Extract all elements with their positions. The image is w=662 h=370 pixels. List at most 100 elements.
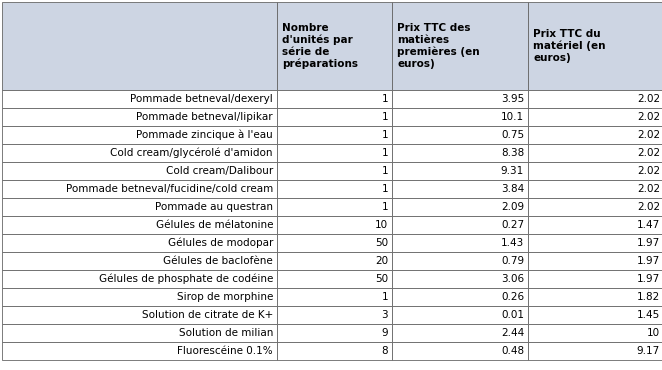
Text: 10: 10: [647, 328, 660, 338]
Text: 1.82: 1.82: [637, 292, 660, 302]
Text: Cold cream/Dalibour: Cold cream/Dalibour: [166, 166, 273, 176]
Bar: [2, 252, 277, 270]
Text: 1.97: 1.97: [637, 256, 660, 266]
Bar: [2, 306, 277, 324]
Text: Fluorescéine 0.1%: Fluorescéine 0.1%: [177, 346, 273, 356]
Bar: [528, 144, 662, 162]
Bar: [277, 252, 392, 270]
Bar: [277, 270, 392, 288]
Text: 1.97: 1.97: [637, 238, 660, 248]
Text: 1.45: 1.45: [637, 310, 660, 320]
Text: 2.44: 2.44: [500, 328, 524, 338]
Bar: [2, 198, 277, 216]
Text: Sirop de morphine: Sirop de morphine: [177, 292, 273, 302]
Bar: [277, 234, 392, 252]
Text: 3.84: 3.84: [500, 184, 524, 194]
Bar: [528, 162, 662, 180]
Text: Gélules de phosphate de codéine: Gélules de phosphate de codéine: [99, 274, 273, 284]
Text: 9.31: 9.31: [500, 166, 524, 176]
Text: 0.48: 0.48: [501, 346, 524, 356]
Bar: [392, 342, 528, 360]
Text: 3.06: 3.06: [501, 274, 524, 284]
Bar: [277, 180, 392, 198]
Text: Pommade betneval/fucidine/cold cream: Pommade betneval/fucidine/cold cream: [66, 184, 273, 194]
Bar: [2, 162, 277, 180]
Text: 1.43: 1.43: [500, 238, 524, 248]
Bar: [2, 216, 277, 234]
Text: 1: 1: [381, 184, 388, 194]
Text: 1: 1: [381, 166, 388, 176]
Text: 2.02: 2.02: [637, 202, 660, 212]
Text: 1: 1: [381, 112, 388, 122]
Text: 2.02: 2.02: [637, 130, 660, 140]
Bar: [392, 162, 528, 180]
Text: 2.02: 2.02: [637, 148, 660, 158]
Text: 2.02: 2.02: [637, 184, 660, 194]
Bar: [277, 324, 392, 342]
Bar: [392, 306, 528, 324]
Bar: [277, 288, 392, 306]
Text: 9: 9: [381, 328, 388, 338]
Text: 3.95: 3.95: [500, 94, 524, 104]
Bar: [392, 90, 528, 108]
Text: 50: 50: [375, 274, 388, 284]
Text: Pommade zincique à l'eau: Pommade zincique à l'eau: [136, 130, 273, 140]
Bar: [528, 270, 662, 288]
Bar: [2, 2, 277, 90]
Bar: [2, 288, 277, 306]
Bar: [392, 288, 528, 306]
Bar: [528, 198, 662, 216]
Bar: [2, 180, 277, 198]
Bar: [2, 108, 277, 126]
Text: 10.1: 10.1: [501, 112, 524, 122]
Bar: [528, 252, 662, 270]
Text: Cold cream/glycérolé d'amidon: Cold cream/glycérolé d'amidon: [111, 148, 273, 158]
Bar: [528, 216, 662, 234]
Bar: [277, 126, 392, 144]
Text: 2.02: 2.02: [637, 166, 660, 176]
Bar: [277, 198, 392, 216]
Text: 2.02: 2.02: [637, 112, 660, 122]
Text: 20: 20: [375, 256, 388, 266]
Text: Gélules de modopar: Gélules de modopar: [167, 238, 273, 248]
Text: 0.27: 0.27: [501, 220, 524, 230]
Bar: [2, 234, 277, 252]
Text: 1: 1: [381, 130, 388, 140]
Text: Gélules de baclofène: Gélules de baclofène: [164, 256, 273, 266]
Bar: [528, 126, 662, 144]
Bar: [392, 180, 528, 198]
Bar: [392, 198, 528, 216]
Text: 1: 1: [381, 202, 388, 212]
Bar: [277, 306, 392, 324]
Bar: [392, 216, 528, 234]
Text: Prix TTC du
matériel (en
euros): Prix TTC du matériel (en euros): [533, 29, 606, 63]
Bar: [2, 342, 277, 360]
Bar: [528, 108, 662, 126]
Text: 1: 1: [381, 292, 388, 302]
Text: Pommade au questran: Pommade au questran: [155, 202, 273, 212]
Text: 9.17: 9.17: [637, 346, 660, 356]
Bar: [392, 252, 528, 270]
Bar: [528, 324, 662, 342]
Text: 1: 1: [381, 94, 388, 104]
Text: 3: 3: [381, 310, 388, 320]
Text: Gélules de mélatonine: Gélules de mélatonine: [156, 220, 273, 230]
Bar: [277, 2, 392, 90]
Bar: [528, 234, 662, 252]
Bar: [277, 144, 392, 162]
Bar: [528, 180, 662, 198]
Bar: [392, 234, 528, 252]
Bar: [277, 216, 392, 234]
Text: 1.97: 1.97: [637, 274, 660, 284]
Bar: [2, 270, 277, 288]
Bar: [392, 126, 528, 144]
Text: 1.47: 1.47: [637, 220, 660, 230]
Bar: [528, 2, 662, 90]
Text: 1: 1: [381, 148, 388, 158]
Text: Nombre
d'unités par
série de
préparations: Nombre d'unités par série de préparation…: [282, 23, 358, 69]
Text: Pommade betneval/lipikar: Pommade betneval/lipikar: [136, 112, 273, 122]
Text: Solution de milian: Solution de milian: [179, 328, 273, 338]
Text: Solution de citrate de K+: Solution de citrate de K+: [142, 310, 273, 320]
Text: 10: 10: [375, 220, 388, 230]
Bar: [2, 126, 277, 144]
